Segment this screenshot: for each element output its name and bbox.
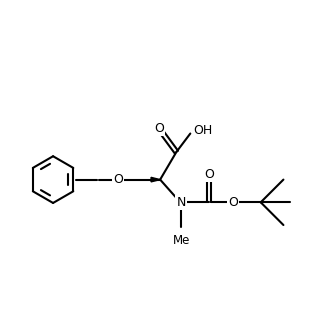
Text: O: O xyxy=(204,168,214,181)
Text: O: O xyxy=(228,196,238,209)
Polygon shape xyxy=(151,177,160,182)
Text: O: O xyxy=(154,122,164,135)
Text: Me: Me xyxy=(173,234,190,247)
Text: N: N xyxy=(177,196,186,209)
Text: O: O xyxy=(113,173,123,186)
Text: OH: OH xyxy=(194,124,213,137)
